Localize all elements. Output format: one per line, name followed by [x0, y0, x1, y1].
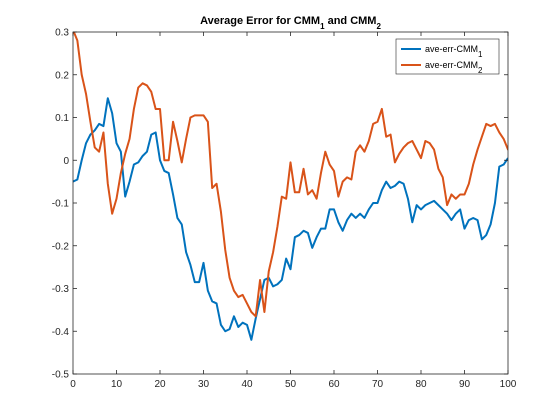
series-line-2	[73, 32, 508, 318]
y-tick-label: -0.3	[52, 284, 70, 295]
x-tick-label: 10	[111, 379, 123, 390]
series-line-1	[73, 97, 508, 341]
y-tick-label: 0.1	[55, 113, 69, 124]
legend-label-sub: 1	[478, 50, 483, 59]
x-tick-label: 40	[241, 379, 253, 390]
title-part: Average Error for CMM	[200, 15, 320, 27]
series-layer	[73, 32, 508, 341]
title-sub-2: 2	[376, 22, 381, 31]
legend-box	[395, 38, 500, 75]
chart-title: Average Error for CMM1 and CMM2	[200, 15, 381, 31]
x-tick-label: 90	[459, 379, 471, 390]
y-tick-label: -0.4	[52, 327, 70, 338]
plot-area	[73, 32, 508, 374]
x-tick-label: 70	[372, 379, 384, 390]
axes-layer: 0 10 20 30 40 50 60 70 80 90 100 0.3 0.2 0.1 0 -0.1 -0.2…	[52, 28, 517, 391]
legend-label-name: ave-err-CMM	[425, 60, 478, 70]
y-tick-label: -0.1	[52, 199, 70, 210]
y-tick-label: 0	[63, 156, 69, 167]
x-tick-label: 60	[328, 379, 340, 390]
x-tick-label: 0	[70, 379, 76, 390]
x-tick-label: 30	[198, 379, 210, 390]
title-sub-1: 1	[320, 22, 325, 31]
y-tick-label: 0.2	[55, 70, 69, 81]
title-part-mid: and CMM	[325, 15, 377, 27]
y-tick-label: 0.3	[55, 28, 69, 39]
legend-label-sub: 2	[478, 66, 483, 75]
x-tick-label: 80	[415, 379, 427, 390]
y-tick-label: -0.5	[52, 370, 70, 381]
x-tick-label: 50	[285, 379, 297, 390]
legend-label-name: ave-err-CMM	[425, 44, 478, 54]
x-tick-label: 100	[500, 379, 517, 390]
x-tick-label: 20	[154, 379, 166, 390]
legend-label-1: ave-err-CMM1	[425, 44, 483, 59]
legend-label-2: ave-err-CMM2	[425, 60, 483, 75]
y-tick-label: -0.2	[52, 241, 70, 252]
